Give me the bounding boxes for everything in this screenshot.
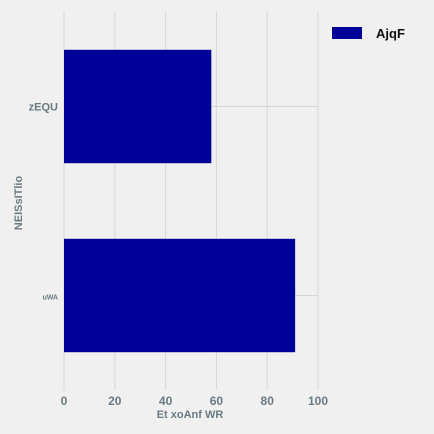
bar-zEQU bbox=[64, 49, 212, 164]
legend-swatch bbox=[332, 27, 362, 39]
legend: AjqF bbox=[332, 26, 405, 41]
bars bbox=[64, 49, 296, 353]
x-tick-label: 60 bbox=[210, 394, 224, 408]
x-axis-title: Et xoAnf WR bbox=[157, 409, 224, 421]
bar-uWA bbox=[64, 238, 296, 353]
x-tick-label: 20 bbox=[108, 394, 122, 408]
x-tick-label: 0 bbox=[61, 394, 68, 408]
y-axis-categories: zEQU uWA bbox=[29, 102, 58, 302]
x-tick-label: 40 bbox=[159, 394, 173, 408]
legend-label: AjqF bbox=[376, 26, 405, 41]
y-category-label: zEQU bbox=[29, 102, 58, 114]
x-axis-ticks: 0 20 40 60 80 100 bbox=[61, 394, 329, 408]
y-axis-title: NEISsITlio bbox=[13, 176, 25, 231]
x-tick-label: 100 bbox=[308, 394, 328, 408]
x-tick-label: 80 bbox=[261, 394, 275, 408]
y-category-label: uWA bbox=[42, 295, 58, 302]
